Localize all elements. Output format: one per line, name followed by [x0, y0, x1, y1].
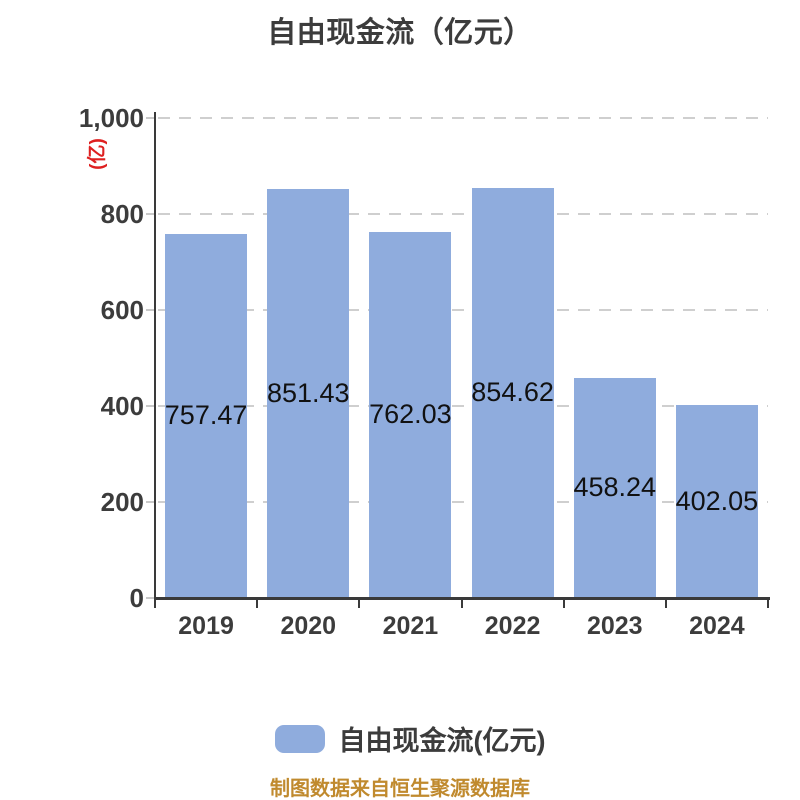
- x-axis-tick-3: [460, 600, 463, 608]
- y-tick-label-200: 200: [100, 487, 144, 517]
- x-axis-tick-0: [154, 600, 156, 608]
- bar-value-label-2019: 757.47: [164, 400, 248, 431]
- gridline-800: [158, 213, 768, 215]
- y-tick-label-0: 0: [129, 583, 144, 613]
- gridline-600: [158, 309, 768, 311]
- y-tick-label-600: 600: [100, 295, 144, 325]
- legend: 自由现金流(亿元): [10, 719, 800, 758]
- y-tick-label-1000: 1,000: [78, 103, 144, 133]
- bar-value-label-2024: 402.05: [675, 485, 759, 516]
- y-axis-tick-0: [146, 597, 155, 599]
- bar-2020: [267, 189, 350, 597]
- y-axis-tick-400: [146, 405, 155, 407]
- x-axis-tick-5: [664, 600, 667, 608]
- x-axis-tick-4: [562, 600, 565, 608]
- x-axis-label-2020: 2020: [280, 612, 337, 640]
- x-axis-tick-2: [358, 600, 361, 608]
- y-axis-tick-200: [146, 501, 155, 503]
- bar-2019: [165, 234, 248, 597]
- legend-label: 自由现金流(亿元): [338, 726, 546, 756]
- bar-value-label-2020: 851.43: [266, 377, 350, 408]
- gridline-400: [158, 405, 768, 407]
- data-source-note: 制图数据来自恒生聚源数据库: [270, 778, 530, 800]
- bar-2021: [369, 232, 452, 597]
- bar-2022: [471, 187, 554, 597]
- x-axis-label-2024: 2024: [689, 612, 745, 640]
- y-axis-line: [154, 112, 156, 599]
- gridline-200: [158, 501, 768, 503]
- x-axis-tick-6: [767, 600, 769, 608]
- chart-title: 自由现金流（亿元）: [267, 17, 533, 49]
- bar-value-label-2023: 458.24: [573, 472, 657, 503]
- bar-value-label-2022: 854.62: [471, 376, 554, 407]
- x-axis-label-2022: 2022: [484, 612, 541, 640]
- bar-value-label-2021: 762.03: [369, 399, 452, 430]
- y-axis-tick-600: [146, 309, 155, 311]
- y-axis-tick-800: [146, 213, 155, 215]
- bar-2024: [675, 405, 758, 597]
- x-axis-label-2019: 2019: [178, 612, 234, 640]
- y-tick-label-400: 400: [100, 391, 144, 421]
- x-axis-label-2023: 2023: [586, 612, 643, 640]
- x-axis-label-2021: 2021: [382, 612, 439, 640]
- gridline-1000: [158, 117, 768, 119]
- y-axis-tick-1000: [146, 117, 155, 119]
- x-axis-line: [154, 597, 770, 600]
- legend-swatch: [274, 724, 325, 753]
- x-axis-tick-1: [256, 600, 259, 608]
- y-tick-label-800: 800: [100, 199, 144, 229]
- bar-2023: [573, 378, 656, 597]
